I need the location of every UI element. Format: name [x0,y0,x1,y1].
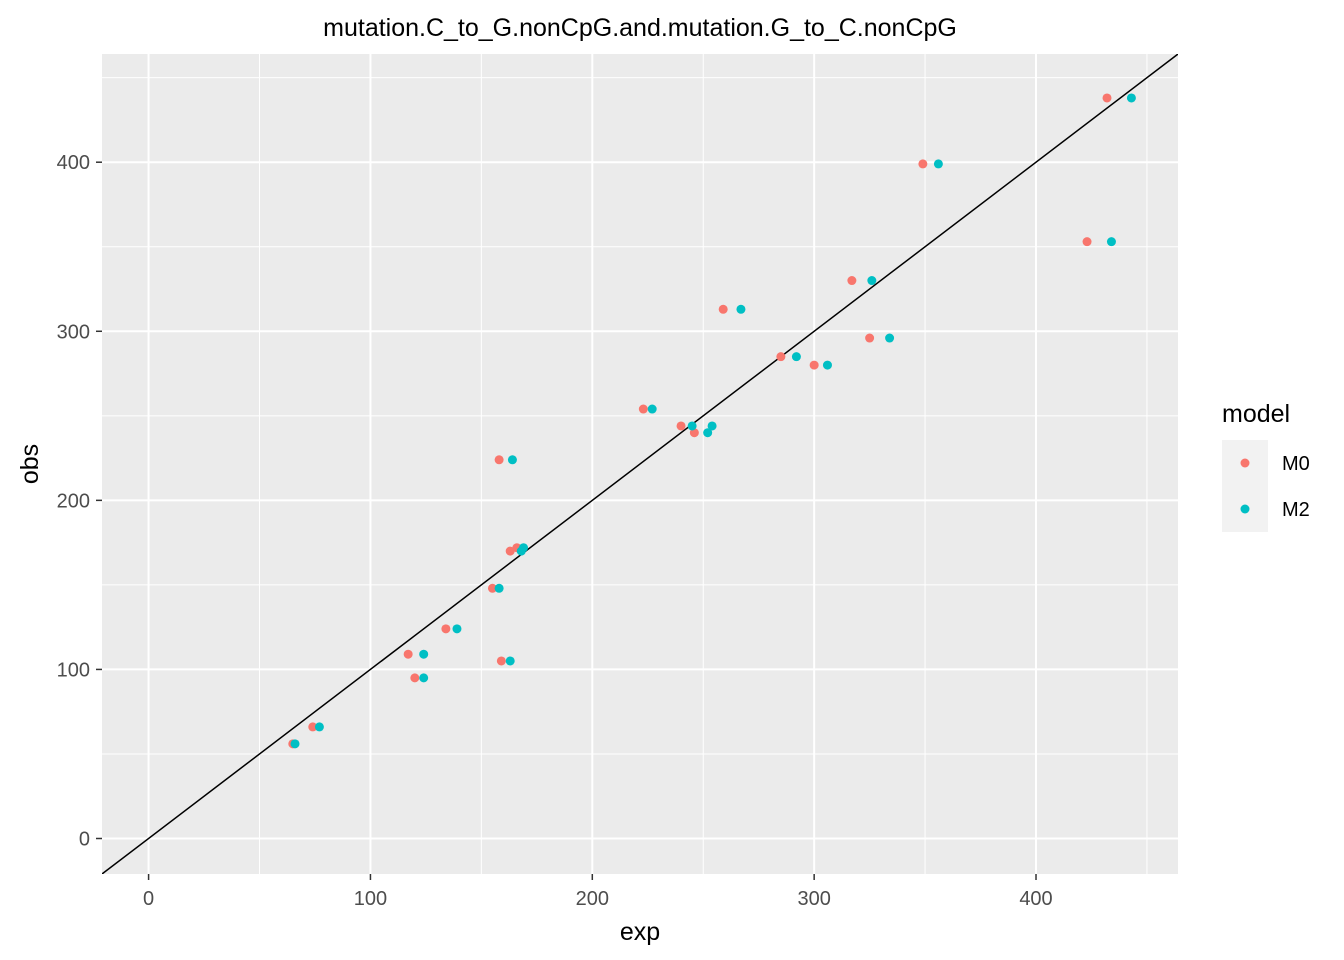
data-point [689,428,699,438]
data-point [419,673,429,683]
data-point [419,649,429,659]
data-point [519,543,529,553]
x-axis-title: exp [620,918,660,946]
x-tick-label: 300 [797,888,830,910]
data-point [290,739,300,749]
y-tick-label: 400 [57,152,90,174]
x-tick-label: 400 [1019,888,1052,910]
x-tick-label: 200 [576,888,609,910]
x-axis: 0 100 200 300 400 [143,874,1053,910]
data-point [403,649,413,659]
data-point [441,624,451,634]
data-point [822,360,832,370]
x-tick-label: 100 [354,888,387,910]
data-point [736,304,746,314]
data-point [933,159,943,169]
legend: model M0 M2 [1222,400,1310,532]
y-axis: 0 100 200 300 400 [57,152,102,850]
legend-title: model [1222,400,1290,428]
data-point [867,276,877,286]
data-point [638,404,648,414]
legend-label: M0 [1282,453,1310,475]
data-point [308,722,318,732]
data-point [487,583,497,593]
data-point [494,455,504,465]
legend-label: M2 [1282,499,1310,521]
y-tick-label: 300 [57,321,90,343]
data-point [865,333,875,343]
y-axis-title: obs [16,444,44,484]
data-point [494,583,504,593]
chart-title: mutation.C_to_G.nonCpG.and.mutation.G_to… [323,14,957,42]
data-point [507,455,517,465]
data-point [718,304,728,314]
data-point [505,656,515,666]
data-point [452,624,462,634]
data-point [1082,237,1092,247]
data-point [776,352,786,362]
series-m0 [288,93,1112,749]
data-point [687,421,697,431]
data-point [791,352,801,362]
data-point [676,421,686,431]
data-point [847,276,857,286]
plot-layer [102,54,1178,874]
series-m2 [290,93,1136,749]
legend-keys: M0 M2 [1222,440,1310,532]
major-gridlines [102,54,1178,874]
data-point [647,404,657,414]
x-tick-label: 0 [143,888,154,910]
identity-line [102,54,1178,874]
data-point [885,333,895,343]
data-point [496,656,506,666]
data-point [314,722,324,732]
data-point [809,360,819,370]
data-point [410,673,420,683]
data-point [505,546,515,556]
y-tick-label: 200 [57,490,90,512]
legend-key-marker [1240,504,1250,514]
data-point [1126,93,1136,103]
y-tick-label: 100 [57,659,90,681]
data-point [707,421,717,431]
y-tick-label: 0 [79,828,90,850]
data-point [703,428,713,438]
minor-gridlines [102,54,1178,874]
data-point [918,159,928,169]
legend-key-marker [1240,458,1250,468]
data-point [1106,237,1116,247]
data-point [1102,93,1112,103]
